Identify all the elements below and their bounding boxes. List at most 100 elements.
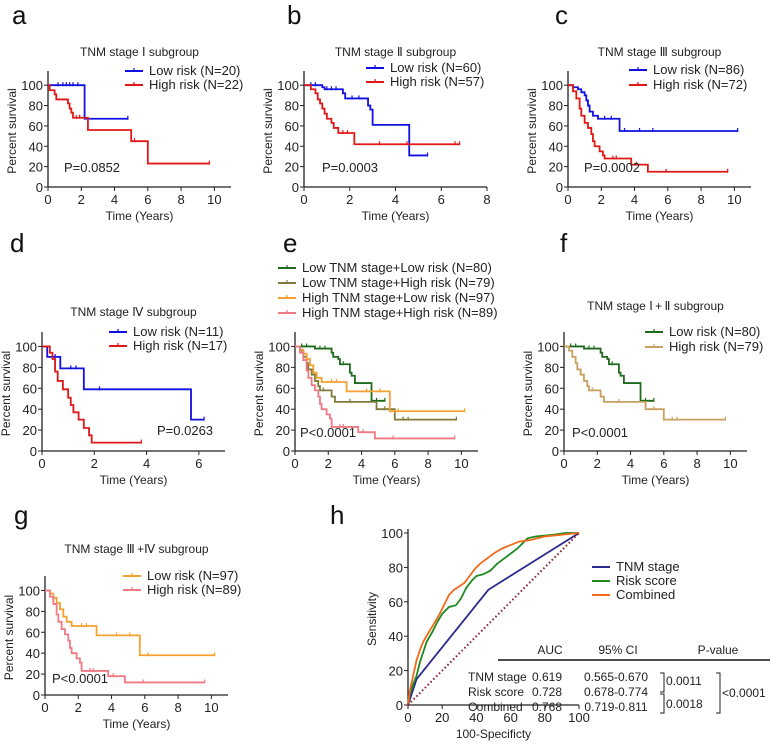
chart-title: TNM stage Ⅱ subgroup: [335, 45, 457, 59]
chart-f: 0 20 40 60 80 100 0 2 4 6 8 10 Time (Years) Percent s…: [521, 299, 763, 487]
x-tick-label: 2: [75, 700, 82, 715]
y-tick-label: 80: [26, 604, 40, 619]
y-tick-label: 20: [29, 160, 43, 175]
survival-curve: [295, 345, 457, 421]
pairwise-p: 0.0011: [666, 674, 702, 688]
x-tick-label: 2: [91, 456, 98, 471]
survival-curve: [564, 345, 726, 421]
x-tick-label: 0: [300, 192, 307, 207]
table-ci: 0.565-0.670: [584, 670, 648, 684]
y-tick-label: 20: [23, 423, 37, 438]
legend-label: Low risk (N=80): [669, 324, 760, 339]
survival-curve: [568, 84, 738, 132]
panel-letter-e: e: [283, 228, 298, 258]
legend-label: TNM stage: [616, 559, 680, 574]
table-header: P-value: [698, 643, 739, 657]
x-axis-label: Time (Years): [622, 473, 690, 487]
p-value-label: P=0.0002: [584, 160, 640, 175]
chart-e: 0 20 40 60 80 100 0 2 4 6 8 10 Time (Years) Percent s…: [252, 260, 498, 487]
legend-label: Low risk (N=97): [147, 568, 238, 583]
x-tick-label: 8: [174, 700, 181, 715]
x-tick-label: 4: [143, 456, 150, 471]
y-tick-label: 100: [541, 78, 563, 93]
x-tick-label: 8: [177, 192, 184, 207]
x-tick-label: 0: [404, 710, 411, 725]
table-auc: 0.728: [532, 685, 562, 699]
bracket: [660, 672, 665, 693]
y-axis-label: Percent survival: [5, 88, 19, 173]
x-axis-label: Time (Years): [353, 473, 421, 487]
y-tick-label: 0: [556, 180, 563, 195]
x-tick-label: 2: [325, 456, 332, 471]
y-tick-label: 60: [285, 119, 299, 134]
chart-b: 0 20 40 60 80 100 0 2 4 6 8 Time (Years) Percent sur…: [261, 45, 491, 223]
legend-label: Low TNM stage+High risk (N=79): [302, 275, 495, 290]
table-header: AUC: [537, 643, 563, 657]
y-tick-label: 20: [276, 423, 290, 438]
y-tick-label: 20: [549, 160, 563, 175]
chart-g: 0 20 40 60 80 100 0 2 4 6 8 10 Time (Years) Percent s…: [2, 542, 241, 731]
x-tick-label: 10: [723, 456, 737, 471]
x-tick-label: 6: [141, 700, 148, 715]
legend-label: Low TNM stage+Low risk (N=80): [302, 260, 492, 275]
x-axis-label: Time (Years): [103, 717, 171, 731]
x-tick-label: 0: [44, 192, 51, 207]
x-tick-label: 6: [391, 456, 398, 471]
y-tick-label: 0: [283, 444, 290, 459]
bracket: [716, 672, 721, 714]
x-tick-label: 10: [454, 456, 468, 471]
legend-label: High TNM stage+Low risk (N=97): [302, 290, 495, 305]
x-tick-label: 4: [631, 192, 638, 207]
table-ci: 0.719-0.811: [584, 700, 647, 714]
x-tick-label: 0: [38, 456, 45, 471]
y-axis-label: Percent survival: [525, 88, 539, 173]
x-tick-label: 6: [438, 192, 445, 207]
panel-letter-f: f: [560, 228, 568, 258]
y-tick-label: 20: [26, 667, 40, 682]
survival-curve: [295, 345, 455, 440]
x-tick-label: 10: [204, 700, 218, 715]
y-tick-label: 0: [30, 444, 37, 459]
panel-letter-a: a: [12, 0, 27, 30]
legend-label: Low risk (N=60): [390, 60, 481, 75]
y-tick-label: 80: [29, 99, 43, 114]
x-tick-label: 0: [564, 192, 571, 207]
y-tick-label: 80: [545, 360, 559, 375]
y-tick-label: 40: [276, 402, 290, 417]
x-tick-label: 100: [568, 710, 590, 725]
p-value-label: P<0.0001: [572, 425, 628, 440]
y-axis-label: Percent survival: [261, 88, 275, 173]
y-tick-label: 60: [29, 119, 43, 134]
survival-curve: [42, 345, 142, 444]
survival-curve: [295, 345, 465, 413]
table-row-label: TNM stage: [468, 670, 527, 684]
legend-label: Risk score: [616, 573, 677, 588]
y-tick-label: 40: [285, 139, 299, 154]
legend-label: High risk (N=72): [653, 77, 747, 92]
y-tick-label: 60: [545, 381, 559, 396]
y-tick-label: 100: [18, 583, 40, 598]
x-axis-label: 100-Specificty: [456, 727, 531, 741]
x-tick-label: 80: [538, 710, 552, 725]
x-tick-label: 4: [108, 700, 115, 715]
y-axis-label: Percent survival: [252, 351, 266, 436]
chart-h: 0 20 40 60 80 100 0 20 40 60 80 100 100-Specificty Se…: [365, 526, 770, 741]
auc-table: AUC 95% CI P-value TNM stage 0.619 0.565-0.67…: [468, 643, 770, 714]
y-tick-label: 100: [277, 78, 299, 93]
table-ci: 0.678-0.774: [584, 685, 648, 699]
table-row-label: Risk score: [468, 685, 524, 699]
y-tick-label: 60: [549, 119, 563, 134]
x-tick-label: 40: [469, 710, 483, 725]
y-tick-label: 0: [396, 698, 403, 713]
x-tick-label: 10: [207, 192, 221, 207]
survival-curve: [564, 345, 654, 402]
survival-curve: [304, 84, 460, 146]
y-tick-label: 0: [292, 180, 299, 195]
panel-letter-c: c: [555, 0, 568, 30]
survival-curve: [45, 589, 205, 684]
x-tick-label: 0: [291, 456, 298, 471]
x-tick-label: 2: [346, 192, 353, 207]
survival-curve: [304, 84, 428, 157]
y-tick-label: 60: [389, 595, 403, 610]
x-axis-label: Time (Years): [362, 209, 430, 223]
